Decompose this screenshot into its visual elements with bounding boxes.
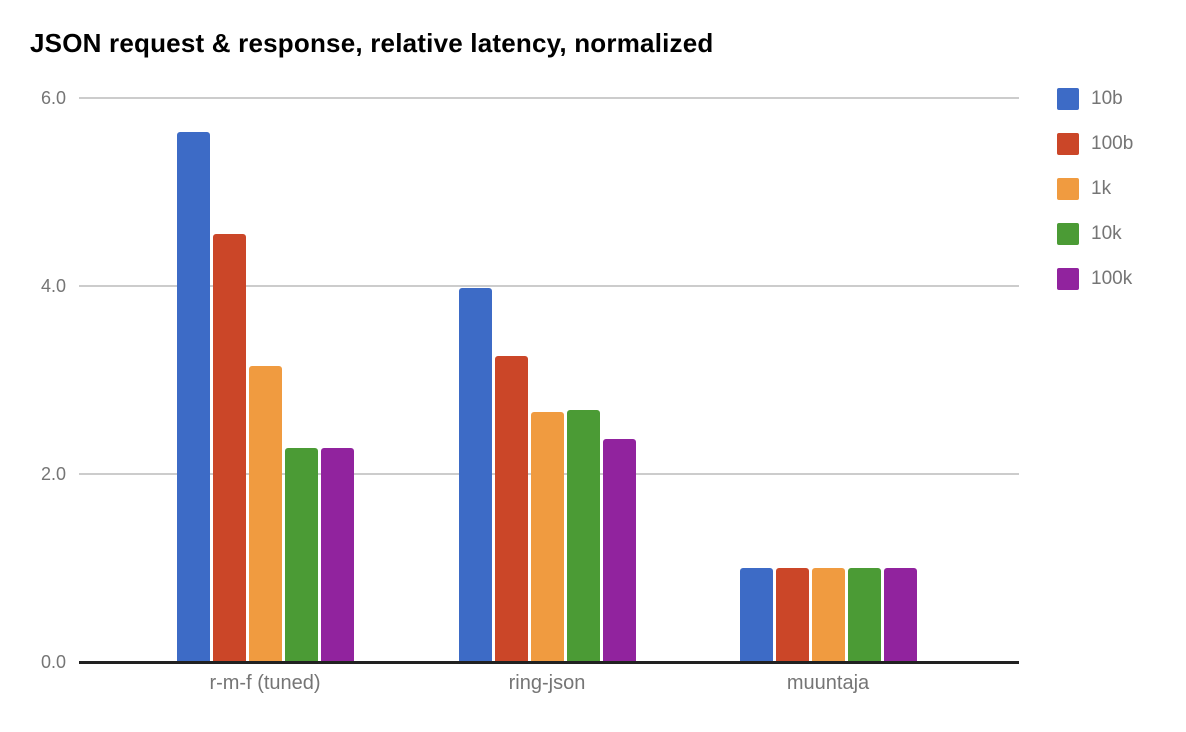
bar-100b	[494, 356, 528, 662]
bar-10k	[566, 410, 600, 662]
legend-swatch-icon	[1057, 88, 1079, 110]
y-tick-label: 2.0	[40, 464, 66, 484]
bar-100k	[320, 448, 354, 662]
chart-title: JSON request & response, relative latenc…	[30, 28, 714, 58]
bar-group	[458, 288, 636, 662]
legend-swatch-icon	[1057, 133, 1079, 155]
legend-swatch-icon	[1057, 223, 1079, 245]
y-tick-label: 4.0	[40, 276, 66, 296]
legend-label: 10k	[1091, 223, 1122, 244]
bar-group	[176, 132, 354, 662]
bar-1k	[248, 366, 282, 662]
bar-10k	[847, 568, 881, 662]
legend-item-10k: 10k	[1057, 223, 1133, 245]
legend-item-1k: 1k	[1057, 178, 1133, 200]
legend-label: 10b	[1091, 88, 1123, 109]
legend-item-100b: 100b	[1057, 133, 1133, 155]
legend-label: 1k	[1091, 178, 1112, 199]
legend-item-100k: 100k	[1057, 268, 1133, 290]
bar-100b	[775, 568, 809, 662]
bar-100b	[212, 234, 246, 662]
bar-group	[739, 568, 917, 662]
legend-swatch-icon	[1057, 268, 1079, 290]
bar-10b	[458, 288, 492, 662]
bar-1k	[811, 568, 845, 662]
plot-area	[79, 97, 1019, 664]
bar-1k	[530, 412, 564, 662]
gridline	[79, 285, 1019, 287]
bar-10b	[176, 132, 210, 662]
legend-item-10b: 10b	[1057, 88, 1133, 110]
legend-label: 100b	[1091, 133, 1134, 154]
x-axis-baseline	[79, 661, 1019, 664]
bar-10k	[284, 448, 318, 662]
x-category-label: muuntaja	[786, 672, 870, 694]
gridline	[79, 97, 1019, 99]
bar-100k	[883, 568, 917, 662]
legend-swatch-icon	[1057, 178, 1079, 200]
x-category-label: ring-json	[508, 672, 586, 694]
x-category-label: r-m-f (tuned)	[209, 672, 321, 694]
y-tick-label: 6.0	[40, 88, 66, 108]
legend: 10b 100b 1k 10k 100k	[1057, 88, 1133, 313]
legend-label: 100k	[1091, 268, 1133, 289]
bar-10b	[739, 568, 773, 662]
bar-100k	[602, 439, 636, 662]
y-tick-label: 0.0	[40, 652, 66, 672]
